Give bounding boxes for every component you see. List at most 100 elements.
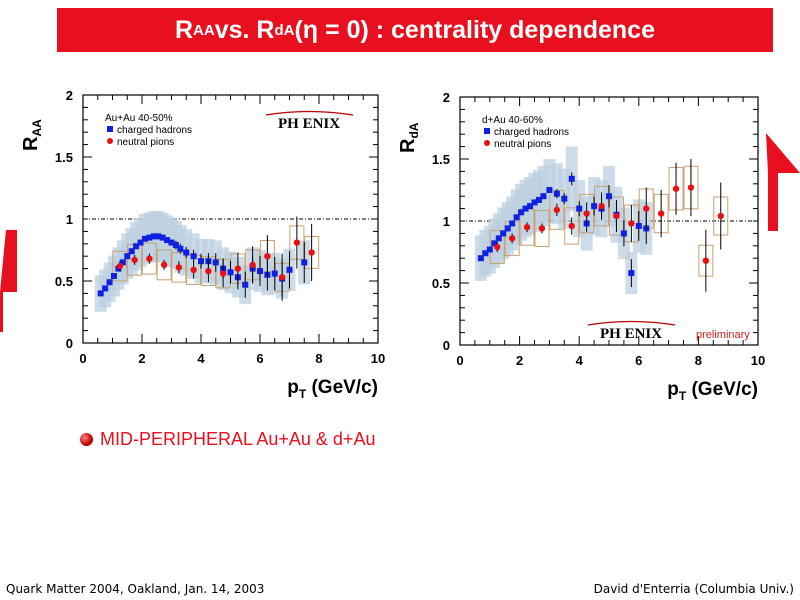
hadron-point <box>535 196 542 203</box>
down-arrow-icon <box>0 230 17 332</box>
hadron-point <box>301 259 308 266</box>
pion-point <box>131 256 138 264</box>
hadron-point <box>504 225 511 232</box>
pion-point <box>160 261 168 269</box>
hadron-point <box>531 199 538 206</box>
y-tick-label: 0.5 <box>432 276 450 291</box>
hadron-point <box>561 195 568 202</box>
legend-pion-label: neutral pions <box>117 137 174 148</box>
x-tick-label: 2 <box>516 353 523 368</box>
footer-conference: Quark Matter 2004, Oakland, Jan. 14, 200… <box>6 582 265 596</box>
pion-point <box>657 210 665 217</box>
hadron-point <box>628 270 635 277</box>
phenix-logo-swoosh-icon <box>587 320 676 326</box>
pion-point <box>175 264 183 271</box>
hadron-point <box>500 230 507 237</box>
legend-hadron-label: charged hadrons <box>117 125 192 136</box>
hadron-point <box>159 234 166 241</box>
pion-point <box>553 206 561 214</box>
legend-pion-label: neutral pions <box>494 139 551 150</box>
phenix-logo: PH ENIX <box>600 326 662 342</box>
x-tick-label: 2 <box>138 351 145 366</box>
hadron-point <box>227 269 234 276</box>
hadron-point <box>568 175 575 182</box>
hadron-point <box>119 259 126 266</box>
pion-point <box>538 225 546 232</box>
hadron-point <box>198 258 204 265</box>
pion-syst-box <box>156 249 172 281</box>
legend-title: Au+Au 40-50% <box>105 113 173 124</box>
hadron-point <box>546 187 553 193</box>
hadron-point <box>576 205 583 212</box>
hadron-point <box>177 245 184 252</box>
legend-hadron-marker <box>484 128 490 134</box>
y-axis-label: RAA <box>20 119 44 151</box>
phenix-logo: PH ENIX <box>278 116 340 132</box>
x-tick-label: 0 <box>79 351 86 366</box>
pion-point <box>702 257 710 264</box>
pion-point <box>146 255 153 262</box>
hadron-point <box>486 246 493 253</box>
pion-point <box>116 262 124 270</box>
pion-syst-box <box>141 242 157 275</box>
pion-syst-box <box>534 209 550 247</box>
pion-syst-box <box>171 252 187 283</box>
pion-point <box>205 267 212 275</box>
hadron-point <box>212 259 219 266</box>
hadron-point <box>513 214 520 221</box>
x-axis-label: pT (GeV/c) <box>667 379 758 403</box>
hadron-point <box>97 290 104 297</box>
hadron-point <box>164 237 171 244</box>
hadron-point <box>522 205 529 212</box>
raa-chart: 0 2 4 6 8 10 0 0.5 1 1.5 2 RAA pT (GeV/c) Au+Au 40-50… <box>20 88 385 401</box>
title-part-b: vs. R <box>214 15 275 44</box>
hadron-point <box>271 270 278 277</box>
footer-author: David d'Enterria (Columbia Univ.) <box>593 582 794 596</box>
title-part-c: (η = 0) : centrality dependence <box>294 15 655 44</box>
y-tick-label: 0 <box>443 338 450 353</box>
hadron-point <box>606 193 612 200</box>
hadron-point <box>242 281 249 288</box>
pion-point <box>293 239 301 246</box>
pion-point <box>523 224 531 231</box>
hadron-point <box>527 203 534 210</box>
legend-hadron-marker <box>107 126 113 132</box>
pion-point <box>234 265 242 272</box>
pion-point <box>583 210 590 217</box>
hadron-point <box>509 220 516 227</box>
hadron-point <box>620 230 627 237</box>
hadron-point <box>495 235 502 242</box>
y-tick-label: 1.5 <box>432 152 450 167</box>
x-tick-label: 8 <box>695 353 702 368</box>
title-sub-a: AA <box>193 21 215 39</box>
hadron-point <box>591 203 598 210</box>
legend-hadron-label: charged hadrons <box>494 127 569 138</box>
pion-point <box>598 202 605 210</box>
up-arrow-icon <box>766 133 800 231</box>
y-axis-label: RdA <box>397 122 421 153</box>
rda-chart: 0 2 4 6 8 10 0 0.5 1 1.5 2 RdA pT (GeV/c) d+Au 40-60%… <box>397 90 765 403</box>
hadron-point <box>146 234 153 241</box>
pion-point <box>308 249 315 256</box>
y-tick-label: 0.5 <box>55 274 73 289</box>
hadron-point <box>137 239 144 246</box>
hadron-point <box>183 249 190 256</box>
legend-pion-marker <box>107 138 113 144</box>
hadron-point <box>124 253 131 260</box>
y-tick-label: 1.5 <box>55 150 73 165</box>
x-tick-label: 0 <box>456 353 463 368</box>
y-tick-label: 1 <box>443 214 450 229</box>
pion-point <box>494 243 501 251</box>
hadron-point <box>133 243 140 250</box>
hadron-point <box>257 268 263 275</box>
title-part-a: R <box>174 15 194 44</box>
x-tick-label: 8 <box>315 351 322 366</box>
hadron-point <box>540 193 547 200</box>
pion-point <box>672 185 680 192</box>
pion-point <box>643 205 650 212</box>
x-tick-label: 6 <box>256 351 263 366</box>
y-tick-label: 2 <box>443 90 450 105</box>
legend-pion-marker <box>484 140 490 146</box>
hadron-point <box>491 240 498 247</box>
pion-point <box>190 266 197 274</box>
